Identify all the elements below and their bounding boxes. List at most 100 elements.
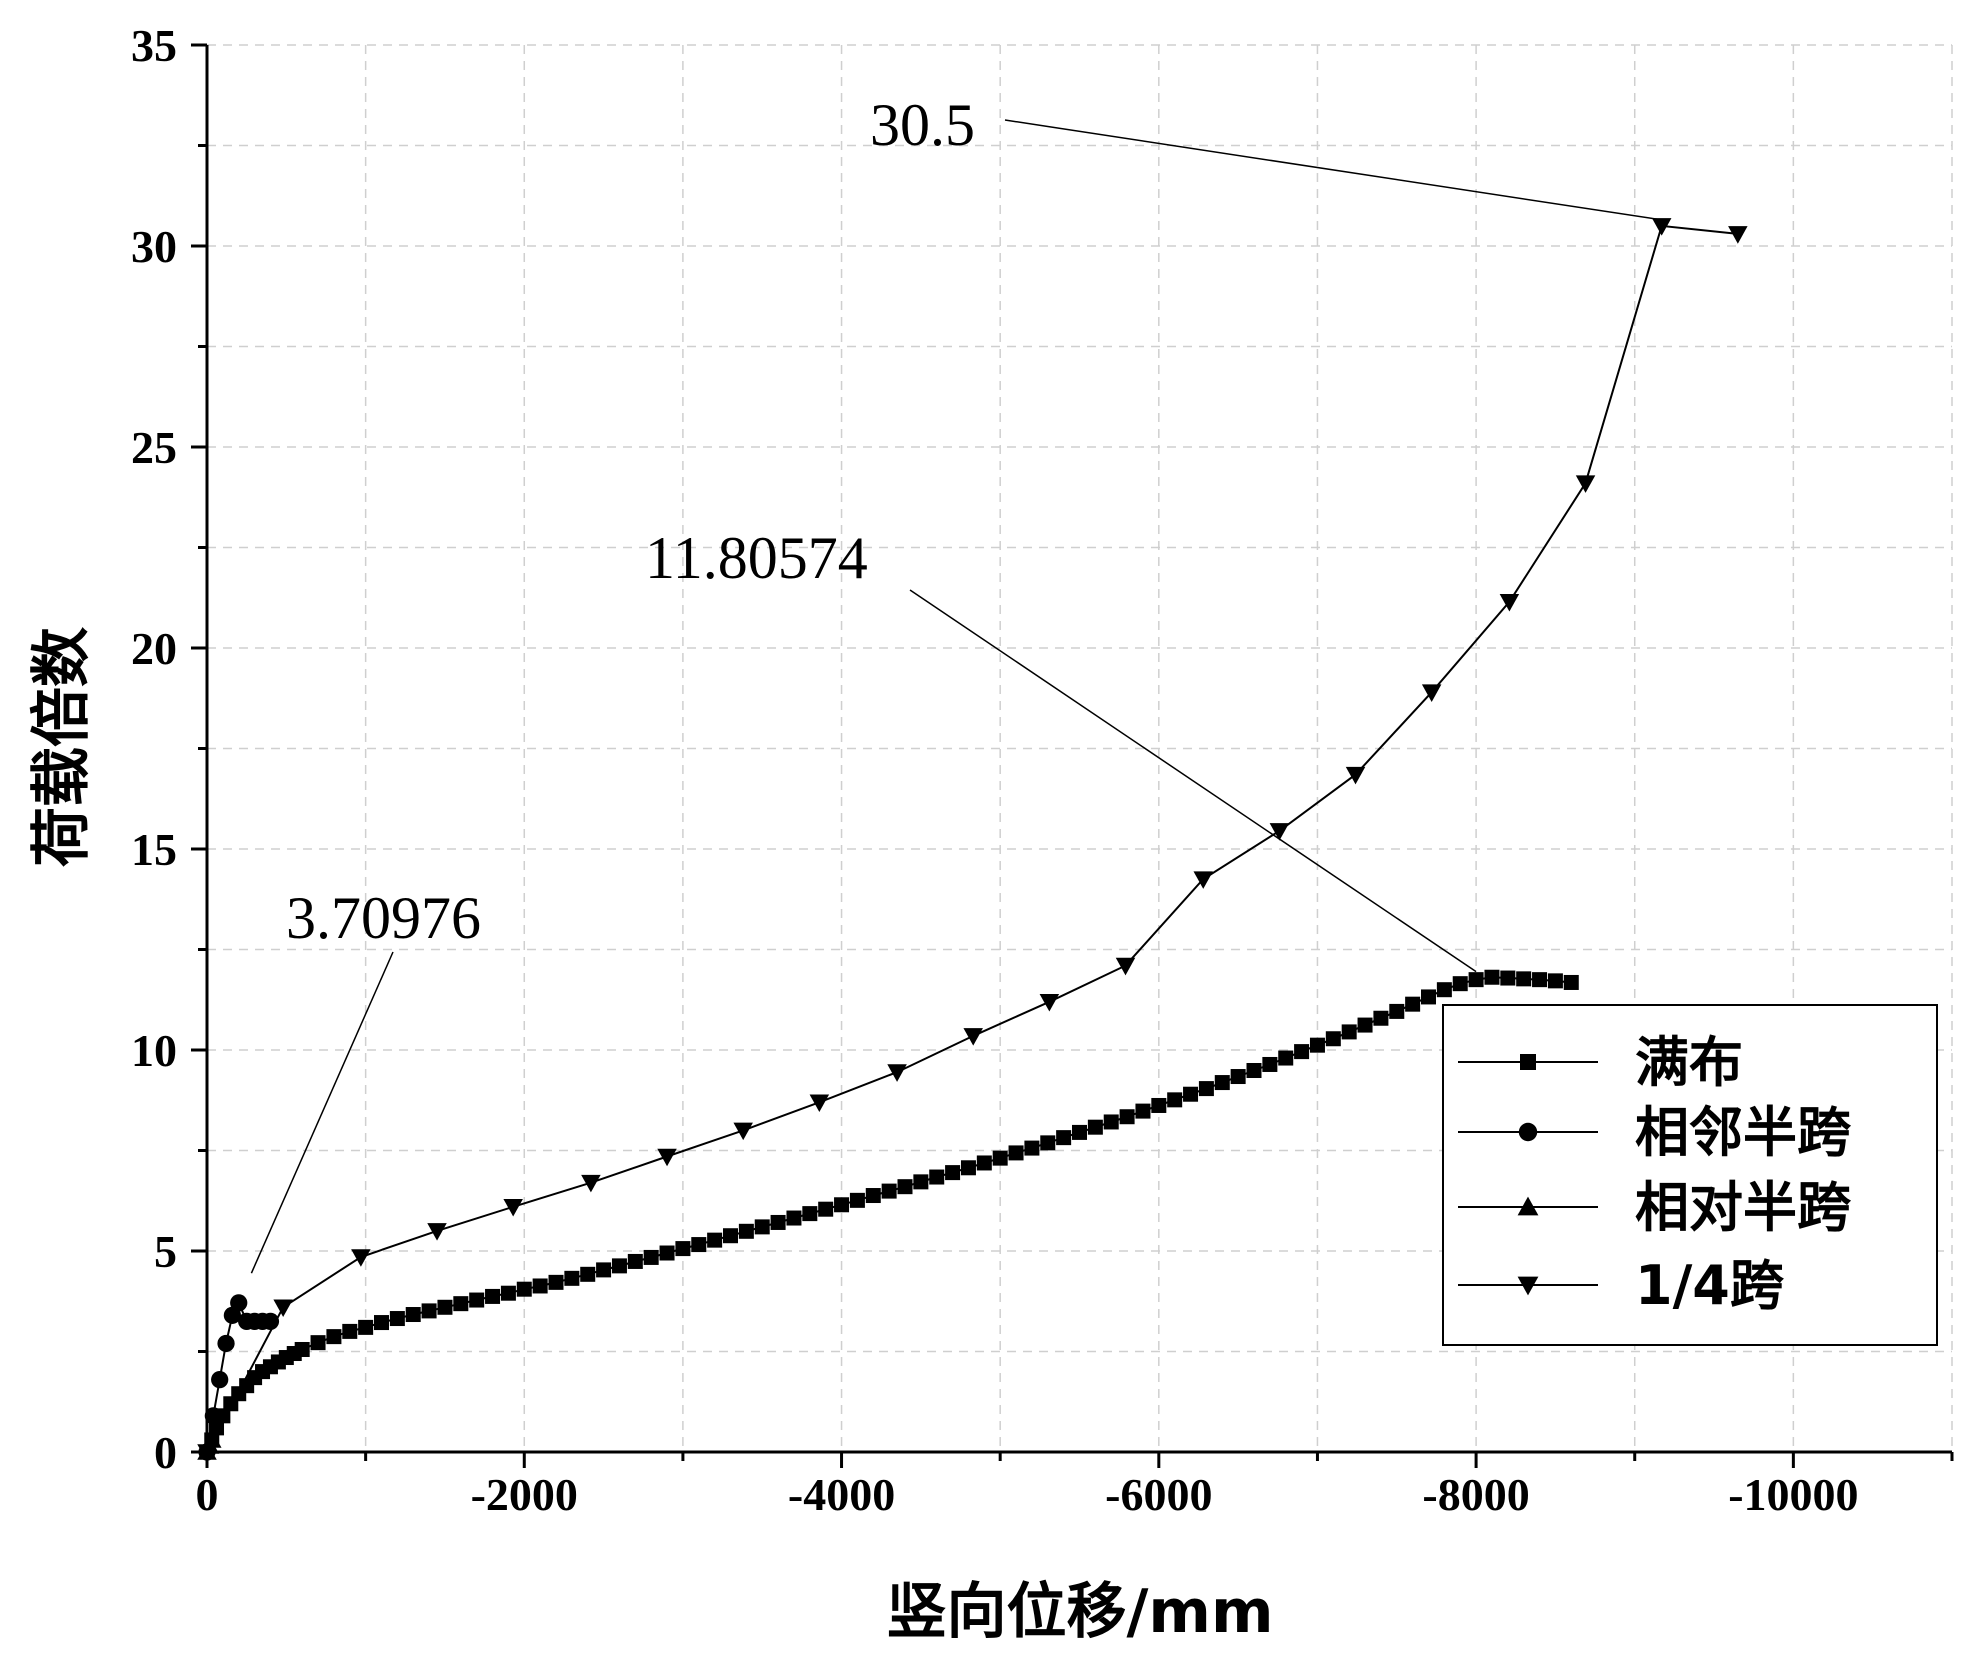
data-point-full-load [342, 1323, 358, 1339]
data-point-quarter-span [581, 1174, 601, 1193]
data-point-adjacent-half-span [261, 1312, 280, 1330]
data-point-full-load [707, 1232, 723, 1248]
series-adjacent-half-span [198, 1294, 280, 1461]
data-point-full-load [1309, 1037, 1325, 1053]
data-point-full-load [738, 1223, 754, 1239]
data-point-full-load [596, 1262, 612, 1278]
annotation-leader-line [909, 589, 1477, 973]
data-point-quarter-span [733, 1122, 753, 1141]
data-point-quarter-span [503, 1198, 523, 1217]
data-point-full-load [1087, 1119, 1103, 1135]
data-point-quarter-span [1499, 593, 1520, 612]
x-tick-label: -10000 [1728, 1469, 1858, 1520]
data-point-full-load [469, 1292, 485, 1308]
series-line-full-load [206, 976, 1572, 1453]
data-point-full-load [1135, 1103, 1151, 1119]
y-tick-label: 15 [131, 824, 177, 875]
y-tick-label: 0 [154, 1427, 177, 1478]
annotation-label: 11.80574 [645, 525, 868, 591]
tick-labels: 0 -2000 -4000 -6000 -8000 -10000 0 5 10 15 20 25 30 3… [131, 20, 1859, 1520]
data-point-full-load [564, 1270, 580, 1286]
data-point-full-load [1468, 972, 1484, 988]
data-point-full-load [453, 1296, 469, 1312]
data-point-full-load [437, 1299, 453, 1315]
data-point-full-load [723, 1228, 738, 1244]
data-point-quarter-span [273, 1299, 293, 1318]
legend-item-opposite-half-span: 相对半跨 [1458, 1176, 1852, 1239]
data-series [197, 218, 1748, 1462]
grid-lines [207, 44, 1953, 1452]
data-point-full-load [802, 1206, 818, 1222]
data-point-full-load [1151, 1097, 1167, 1113]
data-point-full-load [1547, 973, 1563, 989]
data-point-full-load [1103, 1114, 1119, 1130]
data-point-full-load [1262, 1056, 1278, 1072]
data-point-full-load [1056, 1130, 1072, 1146]
data-point-full-load [326, 1329, 342, 1345]
data-point-full-load [770, 1214, 786, 1230]
data-point-full-load [580, 1266, 596, 1282]
data-point-full-load [1405, 996, 1421, 1012]
annotation-label: 3.70976 [286, 885, 481, 951]
data-point-full-load [405, 1307, 421, 1323]
data-point-adjacent-half-span [211, 1371, 229, 1389]
x-tick-label: 0 [196, 1469, 219, 1520]
y-tick-label: 5 [154, 1226, 177, 1277]
data-point-adjacent-half-span [230, 1294, 248, 1312]
data-point-quarter-span [1269, 823, 1290, 841]
data-point-full-load [1024, 1140, 1040, 1156]
data-point-full-load [834, 1197, 850, 1213]
data-point-full-load [1421, 989, 1436, 1005]
data-point-full-load [897, 1179, 913, 1195]
data-point-full-load [358, 1319, 374, 1335]
data-point-full-load [1198, 1081, 1214, 1097]
data-point-quarter-span [351, 1249, 371, 1267]
data-point-quarter-span [1193, 871, 1213, 889]
data-point-full-load [374, 1315, 389, 1331]
data-point-full-load [960, 1160, 976, 1176]
data-point-full-load [1167, 1092, 1183, 1108]
legend-item-quarter-span: 1/4跨 [1458, 1254, 1785, 1317]
data-point-full-load [976, 1155, 992, 1171]
data-point-full-load [675, 1241, 691, 1257]
data-point-full-load [1389, 1003, 1405, 1019]
data-point-quarter-span [1651, 218, 1672, 236]
legend-label: 相对半跨 [1635, 1176, 1852, 1239]
y-tick-label: 20 [131, 623, 177, 674]
data-point-full-load [1214, 1075, 1230, 1091]
series-quarter-span [197, 218, 1748, 1462]
data-point-full-load [881, 1183, 897, 1199]
data-point-full-load [786, 1210, 802, 1226]
x-tick-label: -8000 [1422, 1469, 1529, 1520]
data-point-opposite-half-span [202, 1430, 222, 1448]
data-point-full-load [1516, 971, 1532, 987]
data-point-full-load [485, 1288, 501, 1304]
data-point-full-load [945, 1165, 961, 1181]
series-full-load [199, 969, 1579, 1460]
data-point-full-load [1341, 1024, 1357, 1040]
data-point-quarter-span [1039, 993, 1060, 1012]
data-point-full-load [1072, 1124, 1087, 1140]
data-point-full-load [929, 1169, 945, 1185]
data-point-quarter-span [1575, 475, 1596, 493]
data-point-full-load [1119, 1109, 1135, 1125]
legend-item-full-load: 满布 [1458, 1031, 1743, 1094]
y-tick-label: 25 [131, 422, 177, 473]
legend-marker [1520, 1054, 1536, 1070]
data-point-full-load [913, 1174, 929, 1190]
legend-marker [1518, 1122, 1538, 1142]
data-point-full-load [500, 1285, 516, 1301]
legend-marker [1517, 1196, 1539, 1216]
data-point-full-load [1357, 1017, 1373, 1033]
data-point-full-load [1500, 970, 1516, 986]
data-point-full-load [611, 1258, 627, 1274]
data-point-full-load [643, 1249, 659, 1265]
data-point-full-load [1325, 1031, 1341, 1047]
data-point-adjacent-half-span [217, 1334, 235, 1353]
annotations: 30.5 11.80574 3.70976 [250, 92, 1662, 1274]
data-point-full-load [1008, 1145, 1024, 1161]
data-point-quarter-span [1728, 226, 1748, 244]
legend-label: 相邻半跨 [1635, 1101, 1852, 1164]
